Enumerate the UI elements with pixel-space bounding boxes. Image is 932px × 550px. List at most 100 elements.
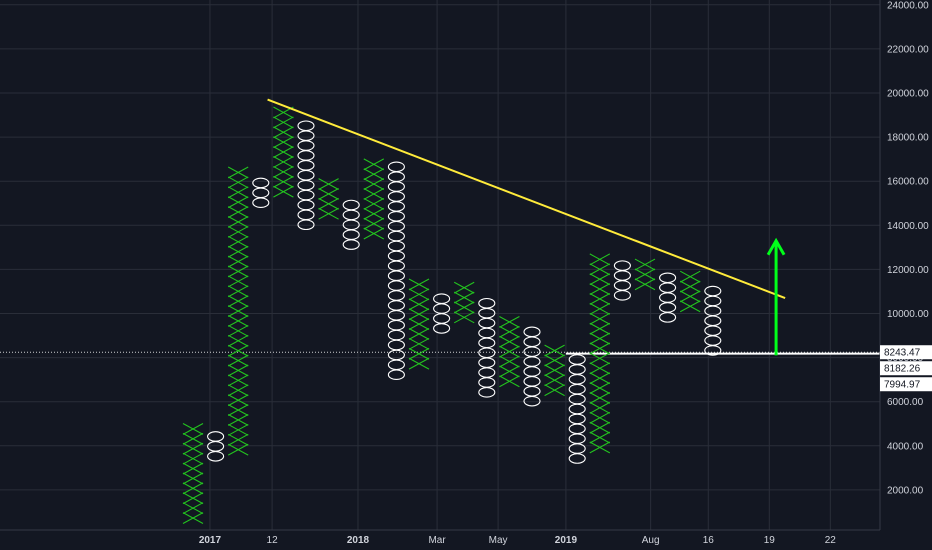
x-box: [227, 433, 249, 446]
price-level-lines: [0, 351, 880, 355]
x-box: [273, 175, 294, 188]
price-axis-panel[interactable]: [880, 0, 932, 530]
x-box: [182, 432, 204, 445]
trendline-layer: [267, 98, 786, 299]
x-box: [499, 355, 520, 368]
x-box: [544, 364, 565, 377]
o-column: [342, 199, 360, 250]
x-box: [589, 431, 611, 444]
x-box: [589, 421, 611, 434]
x-box: [408, 318, 430, 331]
time-tick-label: 16: [703, 535, 715, 546]
x-box: [227, 443, 249, 456]
price-tick-label: 12000.00: [887, 265, 929, 276]
x-box: [499, 325, 520, 338]
x-box: [589, 441, 611, 454]
price-tick-label: 14000.00: [887, 221, 929, 232]
x-box: [227, 265, 249, 278]
price-tag-bg: [880, 361, 932, 376]
o-column: [704, 285, 722, 356]
x-box: [227, 186, 249, 199]
x-box: [227, 344, 249, 357]
x-box: [589, 293, 611, 305]
x-box: [318, 188, 339, 200]
x-box: [227, 216, 249, 228]
x-box: [408, 308, 430, 321]
price-tag: 8243.47: [880, 345, 932, 360]
x-box: [318, 207, 339, 220]
x-box: [408, 278, 430, 291]
price-tag: 8182.26: [880, 361, 932, 376]
x-box: [182, 502, 204, 515]
x-box: [273, 116, 294, 129]
o-box: [704, 285, 722, 297]
x-box: [679, 280, 701, 293]
o-box: [568, 354, 586, 365]
x-box: [318, 178, 339, 190]
x-box: [589, 273, 611, 286]
x-box: [679, 290, 701, 303]
time-tick-label: 2018: [347, 535, 370, 546]
x-box: [363, 227, 385, 240]
x-box: [453, 301, 475, 314]
x-box: [227, 166, 249, 179]
o-column: [478, 297, 496, 398]
price-tick-label: 10000.00: [887, 309, 929, 320]
time-tick-label: 2017: [199, 535, 222, 546]
x-box: [227, 364, 249, 377]
time-axis-labels: 2017 12 2018 Mar May 2019 Aug 16 19 22: [199, 535, 836, 546]
x-box: [273, 146, 294, 159]
x-box: [499, 335, 520, 348]
x-box: [679, 300, 701, 313]
price-tag-label: 8243.47: [884, 348, 921, 359]
price-tick-label: 24000.00: [887, 0, 929, 11]
price-tag-label: 7994.97: [884, 380, 921, 391]
x-box: [589, 392, 611, 404]
x-box: [182, 422, 204, 435]
x-box: [182, 442, 204, 455]
x-box: [544, 354, 565, 367]
price-tag-label: 8182.26: [884, 364, 921, 375]
x-box: [273, 126, 294, 139]
x-box: [589, 322, 611, 335]
time-tick-label: 22: [825, 535, 837, 546]
price-tick-label: 18000.00: [887, 133, 929, 144]
x-box: [589, 372, 611, 385]
x-box: [227, 275, 249, 288]
x-box: [363, 188, 385, 200]
x-box: [453, 281, 475, 294]
o-column: [433, 293, 451, 334]
x-box: [227, 176, 249, 189]
x-box: [499, 375, 520, 388]
x-box: [227, 414, 249, 426]
x-box: [182, 512, 204, 524]
x-box: [589, 411, 611, 424]
o-column: [297, 120, 315, 231]
x-box: [227, 324, 249, 337]
x-box: [227, 235, 249, 248]
o-box: [342, 199, 360, 211]
price-tick-label: 6000.00: [887, 397, 924, 408]
price-tick-label: 22000.00: [887, 44, 929, 55]
time-tick-label: 12: [267, 535, 279, 546]
x-box: [227, 354, 249, 367]
x-box: [363, 158, 385, 171]
x-box: [499, 345, 520, 358]
o-box: [613, 260, 631, 271]
x-box: [182, 462, 204, 475]
x-box: [634, 258, 656, 271]
price-tick-label: 2000.00: [887, 485, 924, 496]
x-column: [408, 278, 430, 370]
x-box: [589, 362, 611, 375]
x-column: [273, 106, 294, 198]
o-column: [387, 161, 405, 381]
x-box: [408, 298, 430, 311]
x-box: [227, 245, 249, 258]
time-tick-label: 2019: [555, 535, 578, 546]
x-box: [408, 347, 430, 360]
o-column: [659, 272, 677, 323]
x-box: [227, 305, 249, 317]
time-axis-panel[interactable]: [0, 530, 932, 550]
